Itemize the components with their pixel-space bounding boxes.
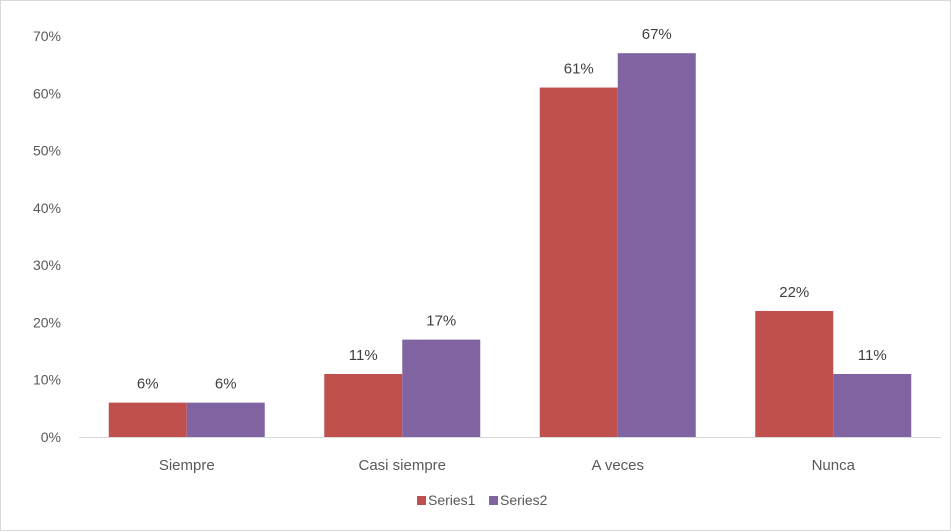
bar-series2-casi-siempre <box>402 339 481 437</box>
data-label: 11% <box>349 347 378 364</box>
x-tick-label: A veces <box>591 457 644 474</box>
x-tick-label: Nunca <box>812 457 856 474</box>
y-tick-label: 20% <box>33 314 61 330</box>
y-tick-label: 50% <box>33 143 61 159</box>
data-label: 6% <box>215 376 237 393</box>
data-label: 17% <box>426 313 456 330</box>
legend-swatch <box>489 496 498 505</box>
x-axis: Siempre Casi siempre A veces Nunca <box>79 437 941 474</box>
bar-series1-nunca <box>755 310 834 437</box>
bar-series2-a-veces <box>617 53 696 437</box>
data-label: 11% <box>858 347 887 364</box>
y-tick-label: 10% <box>33 372 61 388</box>
data-label: 61% <box>564 61 594 78</box>
y-axis: 0% 10% 20% 30% 40% 50% 60% 70% <box>33 28 61 445</box>
bar-series1-a-veces <box>539 87 618 438</box>
data-label: 22% <box>779 284 809 301</box>
legend: Series1 Series2 <box>417 492 548 508</box>
y-tick-label: 30% <box>33 257 61 273</box>
y-tick-label: 40% <box>33 200 61 216</box>
y-tick-label: 60% <box>33 85 61 101</box>
y-tick-label: 0% <box>41 429 61 445</box>
bar-series2-nunca <box>833 373 912 437</box>
y-tick-label: 70% <box>33 28 61 44</box>
legend-label: Series2 <box>500 492 548 508</box>
bar-series1-siempre <box>108 402 187 437</box>
data-label: 67% <box>642 26 672 43</box>
data-label: 6% <box>137 376 159 393</box>
bars-group <box>108 53 912 438</box>
bar-series1-casi-siempre <box>324 373 403 437</box>
bar-series2-siempre <box>186 402 265 437</box>
data-labels-group: 6% 6% 11% 17% 61% 67% 22% 11% <box>137 26 887 392</box>
legend-swatch <box>417 496 426 505</box>
x-tick-label: Casi siempre <box>358 457 446 474</box>
legend-label: Series1 <box>428 492 476 508</box>
x-tick-label: Siempre <box>159 457 215 474</box>
